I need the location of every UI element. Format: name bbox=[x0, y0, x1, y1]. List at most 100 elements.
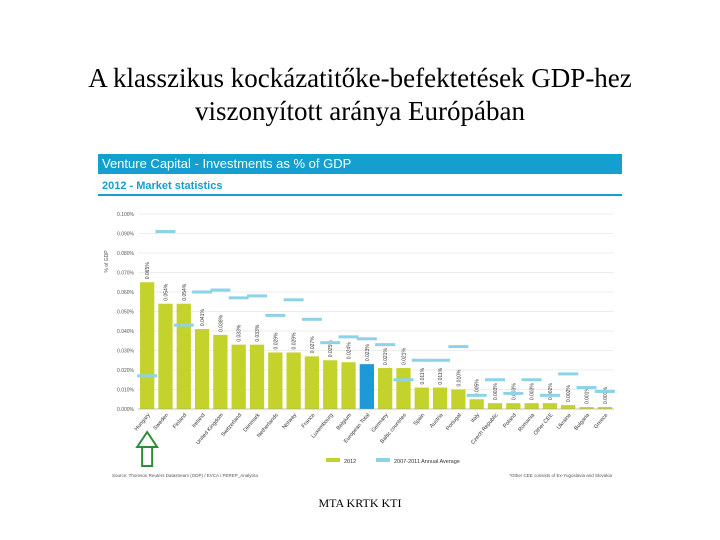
legend-label-2012: 2012 bbox=[344, 459, 356, 465]
bar bbox=[231, 344, 246, 409]
chart-title: Venture Capital - Investments as % of GD… bbox=[98, 154, 622, 174]
x-tick-label: Ukraine bbox=[556, 412, 573, 430]
x-tick-label: Belgium bbox=[336, 412, 354, 431]
x-tick-label: Denmark bbox=[243, 412, 262, 433]
x-tick-label: Sweden bbox=[153, 412, 170, 431]
y-tick-label: 0.030% bbox=[117, 349, 135, 355]
y-tick-label: 0.060% bbox=[117, 290, 135, 296]
bar-value-label: 0.001% bbox=[585, 387, 591, 405]
average-marker bbox=[356, 337, 377, 341]
y-tick-label: 0.070% bbox=[117, 271, 135, 277]
x-tick-label: Italy bbox=[470, 412, 481, 424]
bar bbox=[396, 368, 411, 409]
x-tick-label: Greece bbox=[593, 412, 609, 430]
average-marker bbox=[375, 343, 396, 347]
x-tick-label: Portugal bbox=[445, 412, 463, 432]
x-tick-label: Ireland bbox=[191, 412, 206, 429]
legend-label-average: 2007-2011 Annual Average bbox=[394, 459, 460, 465]
average-marker bbox=[137, 374, 158, 378]
bar bbox=[158, 303, 173, 409]
bar-value-label: 0.025% bbox=[328, 340, 334, 358]
bar-value-label: 0.005% bbox=[475, 379, 481, 397]
bar-value-label: 0.065% bbox=[145, 262, 151, 280]
y-tick-label: 0.010% bbox=[117, 388, 135, 394]
bar bbox=[469, 399, 484, 409]
average-marker bbox=[485, 378, 505, 382]
average-marker bbox=[173, 323, 194, 327]
bar bbox=[176, 303, 191, 409]
average-marker bbox=[247, 294, 267, 298]
x-tick-label: Austria bbox=[429, 412, 445, 430]
average-marker bbox=[338, 335, 359, 339]
bar bbox=[487, 403, 503, 409]
slide-title: A klasszikus kockázatitőke-befektetések … bbox=[0, 62, 720, 128]
bar-value-label: 0.033% bbox=[255, 324, 261, 342]
average-marker bbox=[558, 372, 579, 376]
bar bbox=[194, 329, 210, 409]
average-marker bbox=[594, 389, 615, 393]
bar bbox=[378, 368, 393, 409]
slide-footer: MTA KRTK KTI bbox=[318, 496, 402, 510]
average-marker bbox=[448, 345, 469, 349]
y-tick-label: 0.000% bbox=[117, 407, 135, 413]
chart-source: Source: Thomson Reuters Datastream (GDP)… bbox=[112, 473, 259, 478]
bar-value-label: 0.003% bbox=[511, 383, 517, 401]
bar-value-label: 0.038% bbox=[218, 314, 224, 332]
y-tick-label: 0.050% bbox=[117, 310, 135, 316]
bar-value-label: 0.054% bbox=[163, 283, 169, 301]
average-marker bbox=[155, 230, 176, 234]
bar-value-label: 0.054% bbox=[182, 283, 188, 301]
bar-value-label: 0.010% bbox=[456, 369, 462, 387]
bar bbox=[286, 352, 301, 409]
average-marker bbox=[301, 317, 322, 321]
bar-value-label: 0.041% bbox=[200, 309, 206, 327]
bar-chart: 0.000% 0.010% 0.020% 0.030% 0.040% 0.050% 0.06… bbox=[104, 212, 615, 478]
bar bbox=[359, 364, 374, 409]
average-marker bbox=[283, 298, 304, 302]
bar-value-label: 0.021% bbox=[401, 348, 407, 366]
x-tick-label: France bbox=[301, 412, 317, 429]
chart-header-divider bbox=[98, 194, 622, 196]
bar bbox=[341, 362, 356, 409]
y-axis-label: % of GDP bbox=[104, 250, 110, 273]
bar-value-label: 0.001% bbox=[603, 387, 609, 405]
slide-title-line-2: viszonyított aránya Európában bbox=[195, 96, 525, 126]
bar-value-label: 0.011% bbox=[438, 367, 444, 384]
bar-value-label: 0.002% bbox=[566, 385, 572, 403]
bar-value-label: 0.003% bbox=[530, 383, 536, 401]
bar bbox=[140, 282, 155, 409]
slide-title-line-1: A klasszikus kockázatitőke-befektetések … bbox=[88, 63, 632, 93]
bar bbox=[323, 360, 338, 409]
y-tick-label: 0.020% bbox=[117, 368, 135, 374]
bar bbox=[432, 387, 448, 409]
bar bbox=[506, 403, 521, 409]
average-marker bbox=[503, 391, 524, 395]
average-marker bbox=[210, 288, 231, 292]
bar-value-label: 0.023% bbox=[365, 344, 371, 362]
bar bbox=[268, 352, 283, 409]
bar-value-label: 0.003% bbox=[493, 383, 499, 401]
x-tick-label: Norway bbox=[282, 412, 299, 430]
bar-value-label: 0.002% bbox=[548, 383, 554, 401]
arrow-up-icon bbox=[135, 430, 160, 448]
x-tick-label: Romania bbox=[517, 412, 536, 433]
average-marker bbox=[320, 341, 341, 345]
legend-swatch-average bbox=[376, 458, 390, 462]
bar bbox=[414, 387, 429, 409]
x-tick-label: Bulgaria bbox=[573, 412, 591, 432]
bar bbox=[542, 403, 558, 409]
average-marker bbox=[411, 358, 432, 362]
bar-value-label: 0.011% bbox=[420, 367, 426, 384]
bar bbox=[579, 407, 594, 409]
bar bbox=[524, 403, 539, 409]
y-tick-label: 0.100% bbox=[117, 212, 135, 218]
average-marker bbox=[521, 378, 542, 382]
bar bbox=[561, 405, 576, 409]
y-tick-label: 0.040% bbox=[117, 329, 135, 335]
average-marker bbox=[228, 296, 249, 300]
x-tick-label: Hungary bbox=[134, 412, 152, 432]
bar bbox=[304, 356, 320, 409]
chart-panel: Venture Capital - Investments as % of GD… bbox=[98, 154, 622, 484]
average-marker bbox=[265, 313, 286, 317]
chart-subtitle: 2012 - Market statistics bbox=[102, 180, 223, 192]
